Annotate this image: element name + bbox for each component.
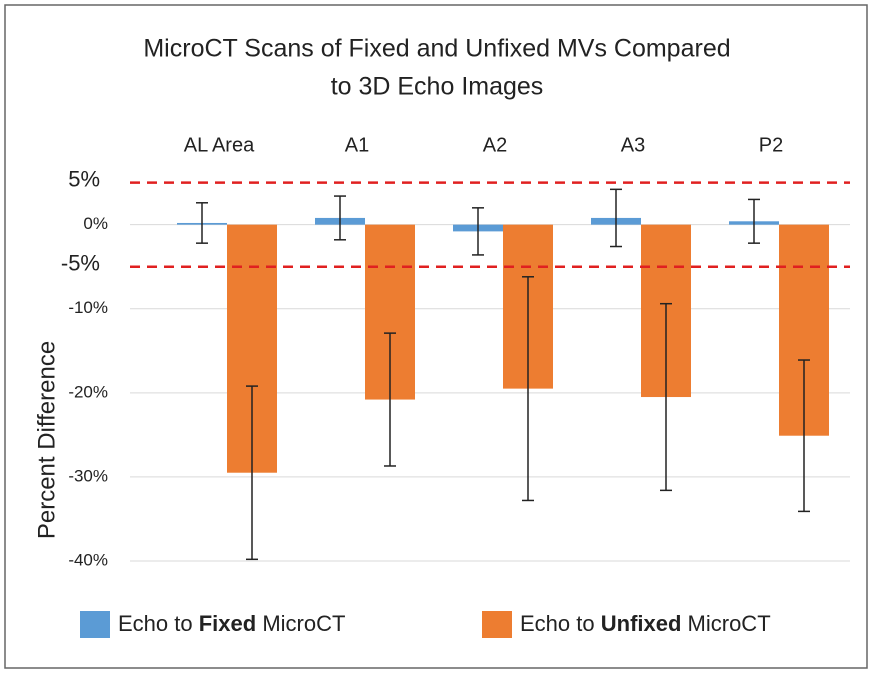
y-tick-label: -30%: [68, 466, 108, 485]
legend-word: MicroCT: [681, 611, 770, 636]
x-tick-label: P2: [759, 134, 783, 156]
x-tick-label: A3: [621, 134, 645, 156]
legend-label: Echo to Fixed MicroCT: [118, 611, 345, 636]
legend-word: Echo: [118, 611, 168, 636]
y-tick-label: -40%: [68, 550, 108, 569]
error-bar: [522, 276, 534, 502]
legend-word: MicroCT: [256, 611, 345, 636]
error-bar: [334, 195, 346, 241]
reference-label: -5%: [61, 251, 100, 276]
y-tick-label: 0%: [83, 214, 108, 233]
x-tick-label: A2: [483, 134, 507, 156]
error-bar: [246, 385, 258, 561]
error-bar: [384, 332, 396, 467]
legend-word: to: [570, 611, 594, 636]
x-tick-label: A1: [345, 134, 369, 156]
y-tick-label: -10%: [68, 298, 108, 317]
legend-label: Echo to Unfixed MicroCT: [520, 611, 771, 636]
chart-title: to 3D Echo Images: [331, 73, 544, 101]
error-bar: [798, 359, 810, 513]
legend-word: Unfixed: [595, 611, 682, 636]
x-tick-label: AL Area: [184, 134, 255, 156]
frame: [4, 4, 868, 669]
error-bar: [196, 202, 208, 244]
legend-word: Fixed: [193, 611, 257, 636]
reference-label: 5%: [68, 166, 100, 191]
y-tick-label: -20%: [68, 382, 108, 401]
legend-swatch: [482, 611, 512, 638]
error-bar: [472, 207, 484, 256]
error-bar: [610, 188, 622, 248]
legend-word: to: [168, 611, 192, 636]
chart-title: MicroCT Scans of Fixed and Unfixed MVs C…: [143, 35, 730, 63]
y-axis-title: Percent Difference: [33, 341, 60, 539]
legend-swatch: [80, 611, 110, 638]
legend-word: Echo: [520, 611, 570, 636]
error-bar: [660, 302, 672, 492]
error-bar: [748, 198, 760, 244]
